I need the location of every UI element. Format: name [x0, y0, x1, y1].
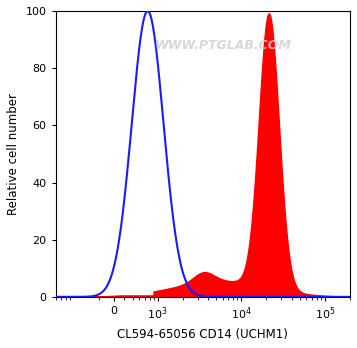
Y-axis label: Relative cell number: Relative cell number	[7, 93, 20, 215]
Text: WWW.PTGLAB.COM: WWW.PTGLAB.COM	[155, 39, 292, 52]
X-axis label: CL594-65056 CD14 (UCHM1): CL594-65056 CD14 (UCHM1)	[117, 328, 288, 341]
